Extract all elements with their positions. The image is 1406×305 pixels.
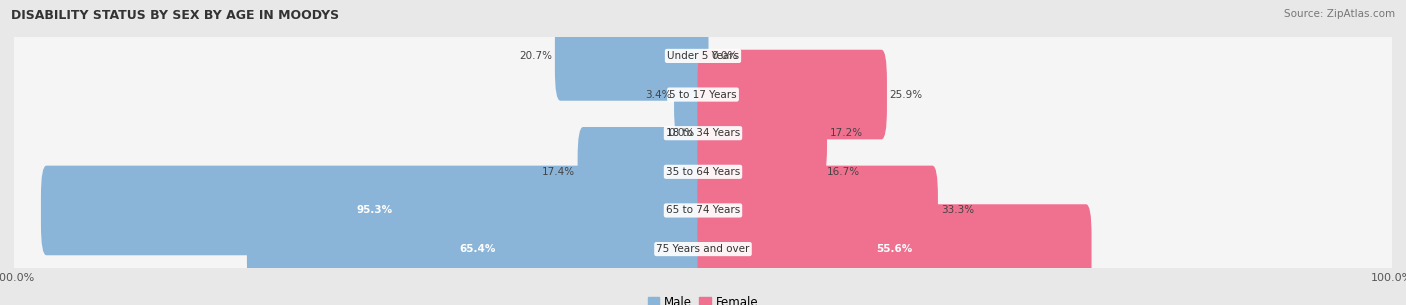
FancyBboxPatch shape — [10, 79, 1396, 187]
Text: 0.0%: 0.0% — [668, 128, 695, 138]
Text: 20.7%: 20.7% — [519, 51, 553, 61]
Text: 55.6%: 55.6% — [876, 244, 912, 254]
Text: 75 Years and over: 75 Years and over — [657, 244, 749, 254]
FancyBboxPatch shape — [10, 2, 1396, 110]
FancyBboxPatch shape — [697, 88, 827, 178]
Text: 33.3%: 33.3% — [941, 206, 974, 215]
FancyBboxPatch shape — [697, 50, 887, 139]
Text: 17.4%: 17.4% — [541, 167, 575, 177]
FancyBboxPatch shape — [247, 204, 709, 294]
FancyBboxPatch shape — [10, 41, 1396, 149]
Text: Under 5 Years: Under 5 Years — [666, 51, 740, 61]
FancyBboxPatch shape — [10, 156, 1396, 264]
Text: 65 to 74 Years: 65 to 74 Years — [666, 206, 740, 215]
FancyBboxPatch shape — [697, 166, 938, 255]
Text: 16.7%: 16.7% — [827, 167, 859, 177]
Text: Source: ZipAtlas.com: Source: ZipAtlas.com — [1284, 9, 1395, 19]
FancyBboxPatch shape — [697, 204, 1091, 294]
Text: 25.9%: 25.9% — [890, 90, 922, 99]
Text: 3.4%: 3.4% — [645, 90, 671, 99]
Text: DISABILITY STATUS BY SEX BY AGE IN MOODYS: DISABILITY STATUS BY SEX BY AGE IN MOODY… — [11, 9, 339, 22]
FancyBboxPatch shape — [578, 127, 709, 217]
Text: 5 to 17 Years: 5 to 17 Years — [669, 90, 737, 99]
FancyBboxPatch shape — [697, 127, 824, 217]
FancyBboxPatch shape — [10, 195, 1396, 303]
Text: 65.4%: 65.4% — [460, 244, 496, 254]
FancyBboxPatch shape — [673, 50, 709, 139]
FancyBboxPatch shape — [555, 11, 709, 101]
Text: 35 to 64 Years: 35 to 64 Years — [666, 167, 740, 177]
Text: 18 to 34 Years: 18 to 34 Years — [666, 128, 740, 138]
FancyBboxPatch shape — [10, 118, 1396, 226]
Text: 17.2%: 17.2% — [830, 128, 863, 138]
Legend: Male, Female: Male, Female — [643, 291, 763, 305]
Text: 95.3%: 95.3% — [357, 206, 392, 215]
FancyBboxPatch shape — [41, 166, 709, 255]
Text: 0.0%: 0.0% — [711, 51, 738, 61]
